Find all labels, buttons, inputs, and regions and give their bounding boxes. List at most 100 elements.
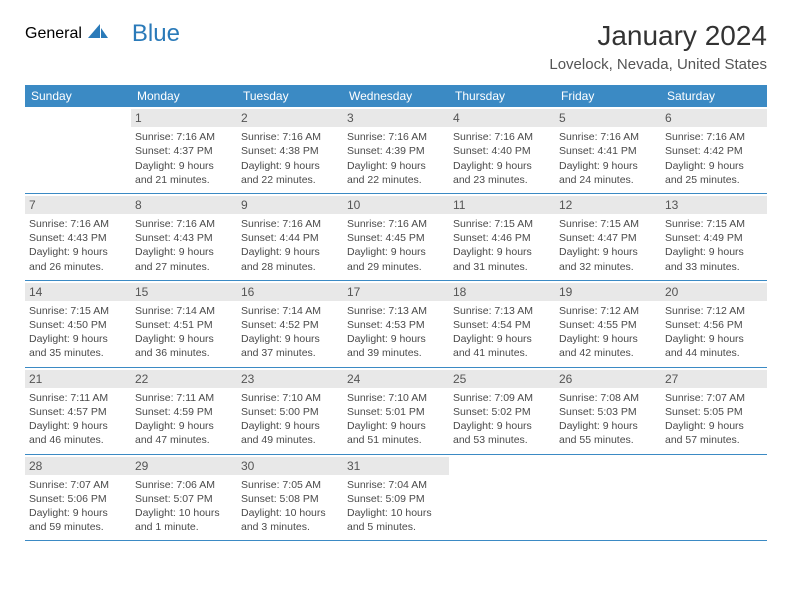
day-number: 27 — [661, 370, 767, 388]
sunrise-text: Sunrise: 7:10 AM — [241, 391, 339, 405]
daylight-text: and 39 minutes. — [347, 346, 445, 360]
sunset-text: Sunset: 5:03 PM — [559, 405, 657, 419]
weekday-label: Thursday — [449, 85, 555, 107]
weekday-header-row: SundayMondayTuesdayWednesdayThursdayFrid… — [25, 85, 767, 107]
daylight-text: and 3 minutes. — [241, 520, 339, 534]
day-number: 25 — [449, 370, 555, 388]
sunset-text: Sunset: 4:55 PM — [559, 318, 657, 332]
weekday-label: Wednesday — [343, 85, 449, 107]
sunset-text: Sunset: 4:43 PM — [29, 231, 127, 245]
sunset-text: Sunset: 4:50 PM — [29, 318, 127, 332]
sunrise-text: Sunrise: 7:11 AM — [29, 391, 127, 405]
day-cell: 24 Sunrise: 7:10 AMSunset: 5:01 PMDayligh… — [343, 368, 449, 454]
day-number: 10 — [343, 196, 449, 214]
daylight-text: and 22 minutes. — [241, 173, 339, 187]
day-number: 16 — [237, 283, 343, 301]
daylight-text: Daylight: 9 hours — [241, 419, 339, 433]
daylight-text: Daylight: 9 hours — [453, 419, 551, 433]
sunset-text: Sunset: 5:01 PM — [347, 405, 445, 419]
day-cell: 27Sunrise: 7:07 AMSunset: 5:05 PMDayligh… — [661, 368, 767, 454]
daylight-text: Daylight: 9 hours — [665, 419, 763, 433]
sunrise-text: Sunrise: 7:04 AM — [347, 478, 445, 492]
sunrise-text: Sunrise: 7:14 AM — [241, 304, 339, 318]
daylight-text: and 25 minutes. — [665, 173, 763, 187]
weekday-label: Saturday — [661, 85, 767, 107]
day-number: 30 — [237, 457, 343, 475]
day-cell: 18Sunrise: 7:13 AMSunset: 4:54 PMDayligh… — [449, 281, 555, 367]
daylight-text: and 37 minutes. — [241, 346, 339, 360]
daylight-text: Daylight: 9 hours — [559, 419, 657, 433]
daylight-text: Daylight: 9 hours — [559, 245, 657, 259]
sunrise-text: Sunrise: 7:15 AM — [29, 304, 127, 318]
sunrise-text: Sunrise: 7:14 AM — [135, 304, 233, 318]
day-number: 20 — [661, 283, 767, 301]
sunset-text: Sunset: 4:41 PM — [559, 144, 657, 158]
day-number: 24 — [343, 370, 449, 388]
week-row: 14Sunrise: 7:15 AMSunset: 4:50 PMDayligh… — [25, 281, 767, 368]
month-title: January 2024 — [549, 20, 767, 52]
day-number: 7 — [25, 196, 131, 214]
day-number: 18 — [449, 283, 555, 301]
sunrise-text: Sunrise: 7:15 AM — [559, 217, 657, 231]
sunset-text: Sunset: 5:08 PM — [241, 492, 339, 506]
day-cell: 14Sunrise: 7:15 AMSunset: 4:50 PMDayligh… — [25, 281, 131, 367]
daylight-text: Daylight: 9 hours — [241, 332, 339, 346]
day-cell: 4Sunrise: 7:16 AMSunset: 4:40 PMDaylight… — [449, 107, 555, 193]
sunrise-text: Sunrise: 7:11 AM — [135, 391, 233, 405]
sunset-text: Sunset: 4:51 PM — [135, 318, 233, 332]
daylight-text: and 46 minutes. — [29, 433, 127, 447]
day-cell: 15Sunrise: 7:14 AMSunset: 4:51 PMDayligh… — [131, 281, 237, 367]
sunrise-text: Sunrise: 7:12 AM — [665, 304, 763, 318]
daylight-text: and 42 minutes. — [559, 346, 657, 360]
day-number: 4 — [449, 109, 555, 127]
weekday-label: Friday — [555, 85, 661, 107]
daylight-text: and 55 minutes. — [559, 433, 657, 447]
day-number: 9 — [237, 196, 343, 214]
daylight-text: and 44 minutes. — [665, 346, 763, 360]
daylight-text: and 31 minutes. — [453, 260, 551, 274]
day-cell: 19Sunrise: 7:12 AMSunset: 4:55 PMDayligh… — [555, 281, 661, 367]
day-cell: 29Sunrise: 7:06 AMSunset: 5:07 PMDayligh… — [131, 455, 237, 541]
sunset-text: Sunset: 4:43 PM — [135, 231, 233, 245]
day-cell: 10Sunrise: 7:16 AMSunset: 4:45 PMDayligh… — [343, 194, 449, 280]
daylight-text: Daylight: 9 hours — [453, 159, 551, 173]
day-number: 13 — [661, 196, 767, 214]
sunrise-text: Sunrise: 7:16 AM — [559, 130, 657, 144]
sunset-text: Sunset: 4:37 PM — [135, 144, 233, 158]
sunset-text: Sunset: 5:09 PM — [347, 492, 445, 506]
daylight-text: Daylight: 9 hours — [135, 332, 233, 346]
weekday-label: Sunday — [25, 85, 131, 107]
logo-text-general: General — [25, 25, 82, 43]
daylight-text: Daylight: 9 hours — [347, 159, 445, 173]
day-number: 5 — [555, 109, 661, 127]
sunset-text: Sunset: 5:02 PM — [453, 405, 551, 419]
day-cell: 3Sunrise: 7:16 AMSunset: 4:39 PMDaylight… — [343, 107, 449, 193]
day-number: 21 — [25, 370, 131, 388]
daylight-text: and 28 minutes. — [241, 260, 339, 274]
sunset-text: Sunset: 4:49 PM — [665, 231, 763, 245]
sunrise-text: Sunrise: 7:05 AM — [241, 478, 339, 492]
sunset-text: Sunset: 4:53 PM — [347, 318, 445, 332]
sunset-text: Sunset: 4:38 PM — [241, 144, 339, 158]
day-cell: 9Sunrise: 7:16 AMSunset: 4:44 PMDaylight… — [237, 194, 343, 280]
daylight-text: Daylight: 9 hours — [347, 419, 445, 433]
daylight-text: Daylight: 10 hours — [347, 506, 445, 520]
daylight-text: Daylight: 10 hours — [135, 506, 233, 520]
sunrise-text: Sunrise: 7:13 AM — [347, 304, 445, 318]
sunset-text: Sunset: 4:56 PM — [665, 318, 763, 332]
sunset-text: Sunset: 4:47 PM — [559, 231, 657, 245]
daylight-text: and 36 minutes. — [135, 346, 233, 360]
day-cell: 22Sunrise: 7:11 AMSunset: 4:59 PMDayligh… — [131, 368, 237, 454]
sunrise-text: Sunrise: 7:10 AM — [347, 391, 445, 405]
daylight-text: and 22 minutes. — [347, 173, 445, 187]
day-cell: 7Sunrise: 7:16 AMSunset: 4:43 PMDaylight… — [25, 194, 131, 280]
day-cell: 21Sunrise: 7:11 AMSunset: 4:57 PMDayligh… — [25, 368, 131, 454]
day-number: 6 — [661, 109, 767, 127]
sunset-text: Sunset: 5:00 PM — [241, 405, 339, 419]
daylight-text: and 26 minutes. — [29, 260, 127, 274]
day-cell — [661, 455, 767, 541]
daylight-text: Daylight: 9 hours — [347, 332, 445, 346]
sunset-text: Sunset: 4:46 PM — [453, 231, 551, 245]
day-number: 19 — [555, 283, 661, 301]
sunrise-text: Sunrise: 7:16 AM — [241, 217, 339, 231]
